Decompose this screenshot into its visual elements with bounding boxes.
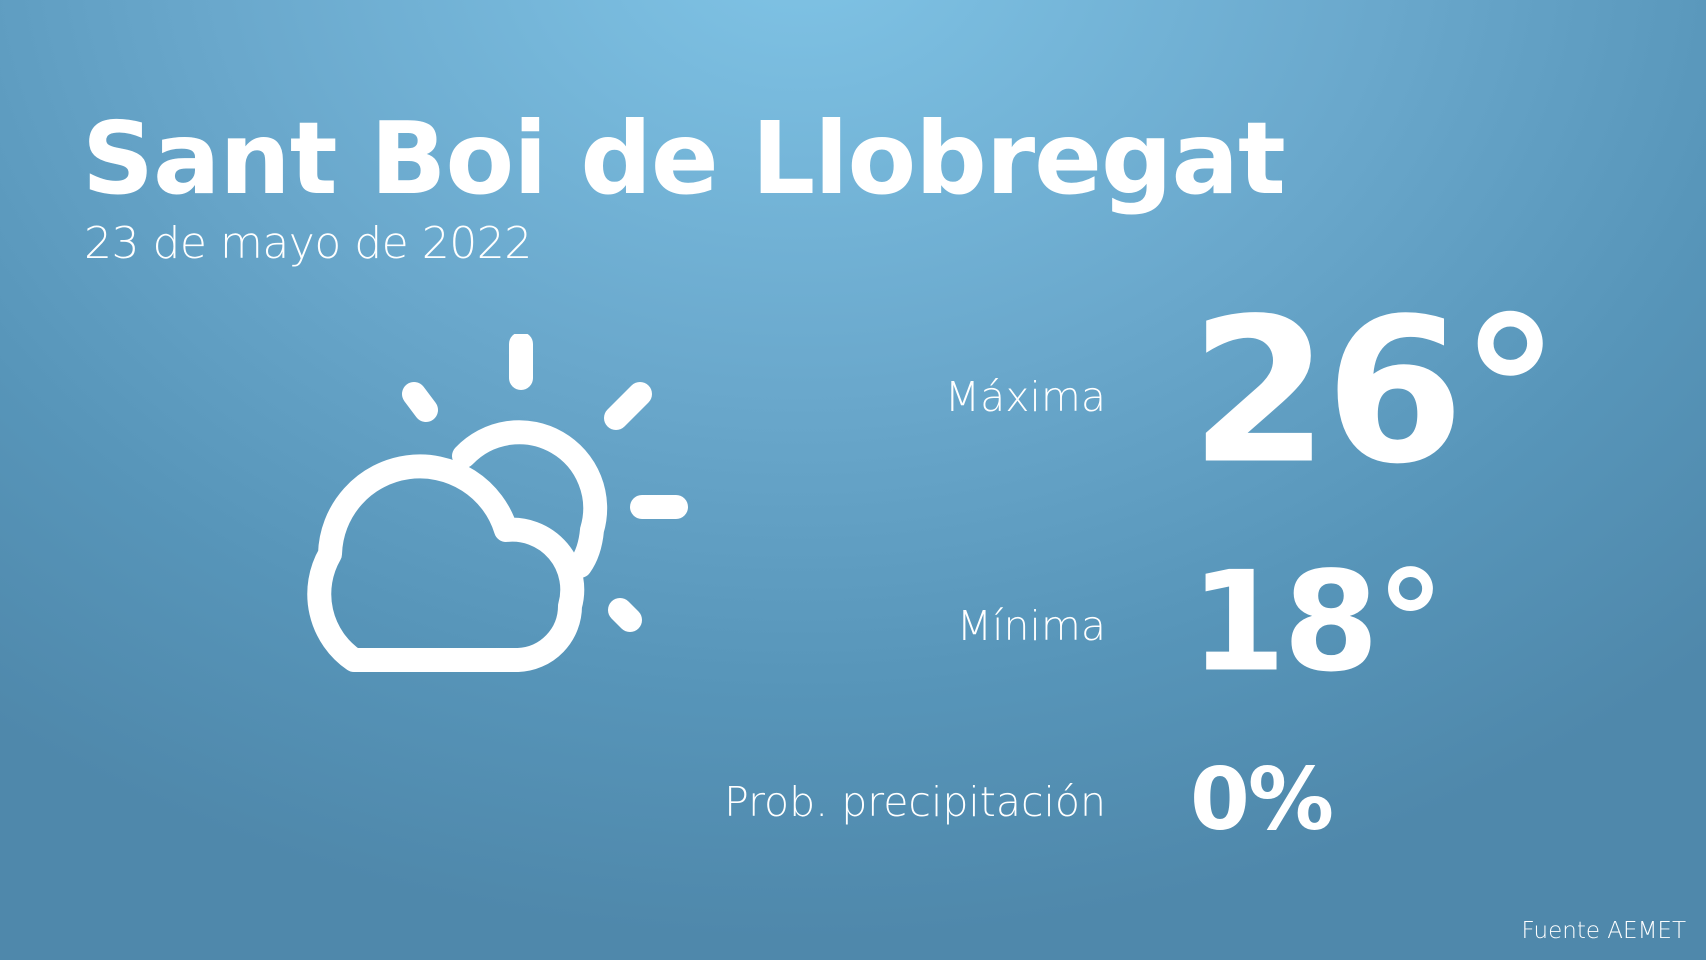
min-temp-value: 18° xyxy=(1190,541,1445,703)
precip-value: 0% xyxy=(1190,750,1334,850)
precip-label: Prob. precipitación xyxy=(724,778,1106,826)
location-title: Sant Boi de Llobregat xyxy=(82,100,1286,217)
max-temp-value: 26° xyxy=(1190,275,1560,509)
forecast-date: 23 de mayo de 2022 xyxy=(84,218,532,269)
max-temp-label: Máxima xyxy=(944,373,1106,421)
min-temp-label: Mínima xyxy=(956,602,1106,650)
source-credit: Fuente AEMET xyxy=(1521,918,1686,944)
partly-cloudy-icon xyxy=(307,334,688,672)
